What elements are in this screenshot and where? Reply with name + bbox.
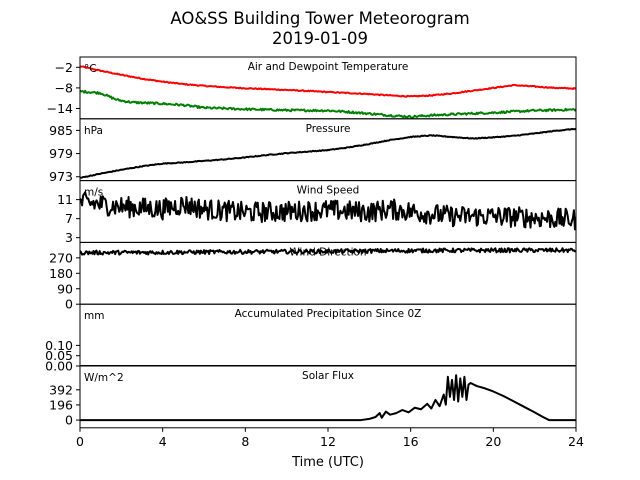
speed-panel-title: Wind Speed: [297, 185, 360, 197]
pressure-ytick-label-0: 985: [49, 123, 73, 138]
direction-series-0-line: [80, 247, 576, 256]
speed-ytick-label-0: 11: [57, 192, 73, 207]
x-tick-label-2: 8: [241, 434, 249, 449]
panel-speed: 11 7 3 Wind Speed m/s: [57, 180, 577, 245]
temp-ytick-label-2: −14: [47, 101, 73, 116]
solar-ytick-label-2: 0: [65, 413, 73, 428]
temp-panel-title: Air and Dewpoint Temperature: [248, 61, 409, 73]
direction-ytick-label-1: 180: [49, 266, 73, 281]
precip-ytick-label-0: 0.10: [45, 338, 73, 353]
x-tick-label-0: 0: [76, 434, 84, 449]
pressure-panel-title: Pressure: [306, 123, 351, 135]
temp-series-1-line: [80, 89, 576, 119]
pressure-series-0-line: [80, 127, 576, 179]
panels-group: −2 −8 −14 Air and Dewpoint Temperature °C 985…: [45, 56, 577, 429]
x-tick-label-4: 16: [403, 434, 419, 449]
temp-ytick-label-1: −8: [55, 80, 73, 95]
temp-unit-label: °C: [84, 63, 97, 75]
direction-ytick-label-3: 0: [65, 297, 73, 312]
temp-series-0-line: [80, 65, 576, 98]
speed-unit-label: m/s: [84, 187, 103, 199]
panel-precip: 0.100.050.00 Accumulated Precipitation Si…: [45, 303, 577, 374]
x-tick-label-6: 24: [568, 434, 584, 449]
pressure-unit-label: hPa: [84, 125, 103, 137]
solar-unit-label: W/m^2: [84, 372, 124, 384]
direction-panel-title: Wind Direction: [289, 246, 366, 258]
speed-series-0-line: [80, 191, 576, 231]
x-tick-label-1: 4: [159, 434, 167, 449]
solar-panel-title: Solar Flux: [302, 370, 354, 382]
speed-ytick-label-2: 3: [65, 230, 73, 245]
speed-ytick-label-1: 7: [65, 211, 73, 226]
temp-ytick-label-0: −2: [55, 60, 73, 75]
precip-ytick-label-2: 0.00: [45, 359, 73, 374]
panel-pressure: 985 979 973 Pressure hPa: [49, 118, 577, 184]
x-axis-label: Time (UTC): [291, 455, 364, 470]
direction-ytick-label-0: 270: [49, 250, 73, 265]
solar-ytick-label-0: 392: [49, 382, 73, 397]
direction-ytick-label-2: 90: [57, 281, 73, 296]
pressure-ytick-label-1: 979: [49, 146, 73, 161]
precip-unit-label: mm: [84, 310, 104, 322]
figure-title-line1: AO&SS Building Tower Meteorogram: [170, 9, 469, 28]
solar-series-0-line: [80, 374, 576, 422]
precip-panel-title: Accumulated Precipitation Since 0Z: [235, 308, 422, 320]
x-tick-label-5: 20: [485, 434, 501, 449]
x-axis: 0 4 8 12 16 20 24: [76, 427, 584, 449]
panel-temp: −2 −8 −14 Air and Dewpoint Temperature °C: [47, 56, 577, 120]
precip-ytick-label-1: 0.05: [45, 348, 73, 363]
solar-ytick-label-1: 196: [49, 397, 73, 412]
x-tick-label-3: 12: [320, 434, 336, 449]
pressure-ytick-label-2: 973: [49, 169, 73, 184]
figure-title-line2: 2019-01-09: [272, 29, 368, 48]
